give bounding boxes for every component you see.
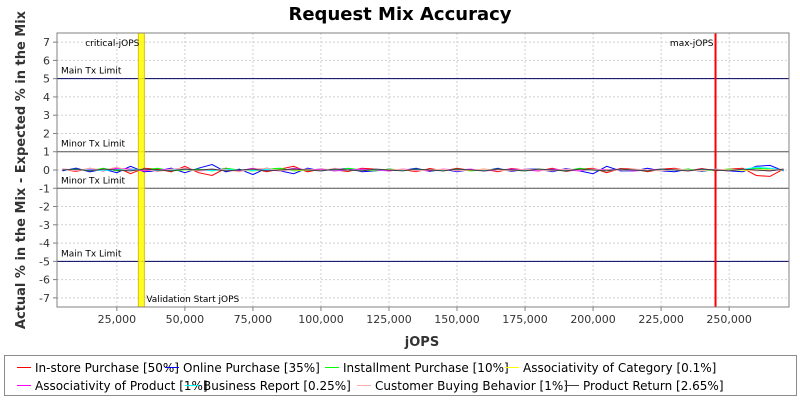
y-tick-label: -4 [39, 237, 50, 250]
legend-label: Associativity of Product [1%] [35, 379, 208, 393]
x-tick-label: 75,000 [234, 313, 273, 326]
legend-item: Business Report [0.25%] [185, 378, 351, 394]
x-tick-label: 125,000 [366, 313, 412, 326]
legend-item: Installment Purchase [10%] [325, 360, 509, 376]
y-tick-label: 2 [43, 127, 50, 140]
y-tick-label: 1 [43, 146, 50, 159]
chart-canvas: Request Mix Accuracy Actual % in the Mix… [14, 4, 790, 350]
legend-item: Associativity of Category [0.1%] [505, 360, 716, 376]
marker-label: Validation Start jOPS [146, 295, 239, 305]
chart-title: Request Mix Accuracy [288, 4, 511, 25]
legend-label: Online Purchase [35%] [183, 361, 320, 375]
legend-label: In-store Purchase [50%] [35, 361, 179, 375]
legend-item: Product Return [2.65%] [565, 378, 724, 394]
legend-swatch [565, 385, 579, 386]
y-tick-label: -6 [39, 274, 50, 287]
y-tick-label: -3 [39, 219, 50, 232]
legend-item: Online Purchase [35%] [165, 360, 320, 376]
x-tick-label: 250,000 [706, 313, 752, 326]
x-tick-label: 200,000 [570, 313, 616, 326]
legend-label: Product Return [2.65%] [583, 379, 724, 393]
limit-label: Minor Tx Limit [61, 176, 126, 186]
legend-item: Customer Buying Behavior [1%] [357, 378, 568, 394]
legend-swatch [17, 367, 31, 368]
x-tick-label: 50,000 [166, 313, 205, 326]
legend-item: Associativity of Product [1%] [17, 378, 208, 394]
legend-swatch [357, 385, 371, 386]
x-tick-label: 100,000 [298, 313, 344, 326]
legend-label: Business Report [0.25%] [203, 379, 351, 393]
legend-swatch [505, 367, 519, 368]
y-tick-label: -1 [39, 182, 50, 195]
legend-item: In-store Purchase [50%] [17, 360, 179, 376]
y-tick-label: 5 [43, 73, 50, 86]
y-tick-label: 3 [43, 109, 50, 122]
x-tick-label: 150,000 [434, 313, 480, 326]
y-tick-label: 0 [43, 164, 50, 177]
y-axis-label: Actual % in the Mix - Expected % in the … [14, 10, 29, 329]
legend-swatch [185, 385, 199, 386]
x-tick-label: 225,000 [638, 313, 684, 326]
marker-label: max-jOPS [670, 39, 714, 49]
y-tick-label: 7 [43, 36, 50, 49]
legend-swatch [165, 367, 179, 368]
y-tick-label: 6 [43, 54, 50, 67]
legend-swatch [17, 385, 31, 386]
plot-area: Main Tx Limit Minor Tx Limit Minor Tx Limi… [39, 32, 790, 326]
series-line [62, 168, 784, 172]
legend-swatch [325, 367, 339, 368]
legend-label: Customer Buying Behavior [1%] [375, 379, 568, 393]
legend-label: Installment Purchase [10%] [343, 361, 509, 375]
x-tick-label: 25,000 [98, 313, 137, 326]
y-tick-label: 4 [43, 91, 50, 104]
legend-label: Associativity of Category [0.1%] [523, 361, 717, 375]
y-tick-label: -5 [39, 255, 50, 268]
x-tick-label: 175,000 [502, 313, 548, 326]
x-axis-label: jOPS [404, 335, 439, 350]
marker-label: critical-jOPS [85, 39, 139, 49]
y-tick-label: -2 [39, 201, 50, 214]
y-tick-label: -7 [39, 292, 50, 305]
limit-label: Main Tx Limit [61, 67, 122, 77]
limit-label: Minor Tx Limit [61, 140, 126, 150]
legend: In-store Purchase [50%] Online Purchase [… [4, 355, 797, 396]
limit-label: Main Tx Limit [61, 249, 122, 259]
series-line [62, 166, 784, 173]
